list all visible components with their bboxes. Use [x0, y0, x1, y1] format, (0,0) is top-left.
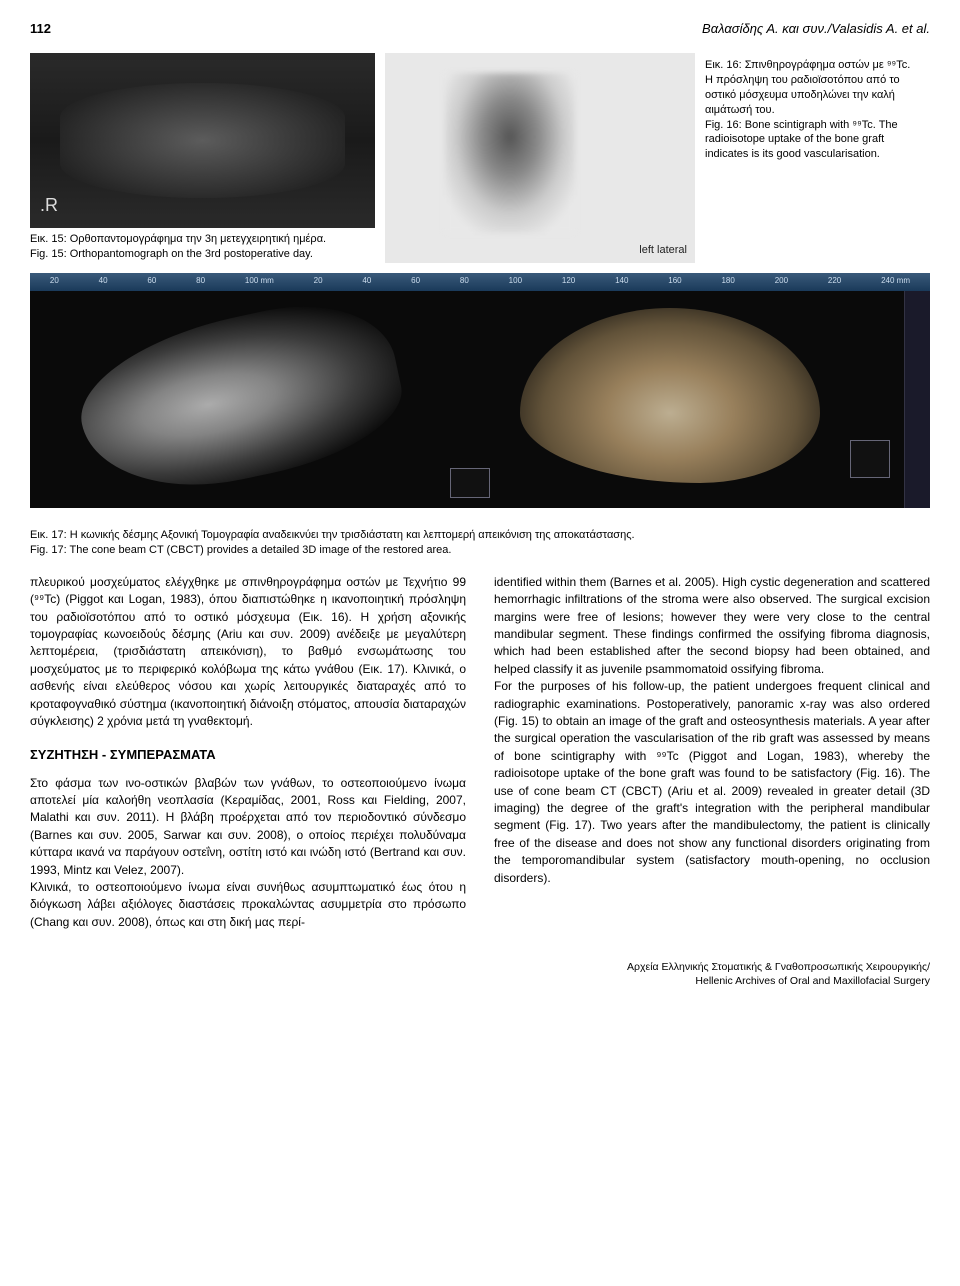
ruler-tick: 240 mm	[881, 275, 910, 286]
figure-17-caption-greek: Εικ. 17: Η κωνικής δέσμης Αξονική Τομογρ…	[30, 528, 930, 543]
figure-16: left lateral	[385, 53, 695, 263]
ruler-tick: 160	[668, 275, 681, 286]
footer-english: Hellenic Archives of Oral and Maxillofac…	[30, 975, 930, 989]
ct-inset-a	[450, 468, 490, 498]
figure-17-image: 20 40 60 80 100 mm 20 40 60 80 100 120 140 160 180 200…	[30, 273, 930, 508]
ruler-tick: 40	[99, 275, 108, 286]
figure-15-caption-greek: Εικ. 15: Ορθοπαντομογράφημα την 3η μετεγ…	[30, 232, 375, 247]
radiograph-r-marker: .R	[40, 193, 58, 218]
running-head: Βαλασίδης Α. και συν./Valasidis A. et al…	[702, 20, 930, 38]
left-para-1: πλευρικού μοσχεύματος ελέγχθηκε με σπινθ…	[30, 574, 466, 731]
ruler-tick: 60	[147, 275, 156, 286]
journal-footer: Αρχεία Ελληνικής Στοματικής & Γναθοπροσω…	[30, 961, 930, 988]
footer-greek: Αρχεία Ελληνικής Στοματικής & Γναθοπροσω…	[30, 961, 930, 975]
left-para-2: Στο φάσμα των ινο-οστικών βλαβών των γνά…	[30, 775, 466, 879]
right-para-2: For the purposes of his follow-up, the p…	[494, 678, 930, 887]
ruler-tick: 120	[562, 275, 575, 286]
ruler-tick: 200	[775, 275, 788, 286]
figure-15: .R Εικ. 15: Ορθοπαντομογράφημα την 3η με…	[30, 53, 375, 263]
ruler-tick: 140	[615, 275, 628, 286]
ct-side-scale	[904, 291, 930, 508]
page: 112 Βαλασίδης Α. και συν./Valasidis A. e…	[0, 0, 960, 1018]
ruler-tick: 80	[196, 275, 205, 286]
figure-15-caption: Εικ. 15: Ορθοπαντομογράφημα την 3η μετεγ…	[30, 232, 375, 262]
figure-16-caption: Εικ. 16: Σπινθηρογράφημα οστών με ⁹⁹Tc. …	[705, 53, 920, 263]
ruler-tick: 220	[828, 275, 841, 286]
figure-17-caption-english: Fig. 17: The cone beam CT (CBCT) provide…	[30, 543, 930, 558]
lateral-label: left lateral	[639, 243, 687, 258]
ruler-tick: 40	[362, 275, 371, 286]
column-right: identified within them (Barnes et al. 20…	[494, 574, 930, 931]
ruler-tick: 80	[460, 275, 469, 286]
figure-row-top: .R Εικ. 15: Ορθοπαντομογράφημα την 3η με…	[30, 53, 930, 263]
text-columns: πλευρικού μοσχεύματος ελέγχθηκε με σπινθ…	[30, 574, 930, 931]
ct-3d-render	[520, 308, 820, 483]
column-left: πλευρικού μοσχεύματος ελέγχθηκε με σπινθ…	[30, 574, 466, 931]
page-header: 112 Βαλασίδης Α. και συν./Valasidis A. e…	[30, 20, 930, 38]
ruler-ticks: 20 40 60 80 100 mm 20 40 60 80 100 120 140 160 180 200…	[30, 275, 930, 286]
figure-16-image: left lateral	[385, 53, 695, 263]
ruler-tick: 20	[314, 275, 323, 286]
page-number: 112	[30, 20, 51, 38]
figure-17-caption: Εικ. 17: Η κωνικής δέσμης Αξονική Τομογρ…	[30, 528, 930, 558]
left-para-3: Κλινικά, το οστεοποιούμενο ίνωμα είναι σ…	[30, 879, 466, 931]
ct-inset-b	[850, 440, 890, 478]
ruler-tick: 100	[509, 275, 522, 286]
figure-15-caption-english: Fig. 15: Orthopantomograph on the 3rd po…	[30, 247, 375, 262]
ruler-tick: 100 mm	[245, 275, 274, 286]
discussion-heading: ΣΥΖΗΤΗΣΗ - ΣΥΜΠΕΡΑΣΜΑΤΑ	[30, 746, 466, 764]
ct-slice-left	[67, 287, 413, 509]
figure-16-caption-greek: Εικ. 16: Σπινθηρογράφημα οστών με ⁹⁹Tc. …	[705, 58, 920, 117]
figure-15-image: .R	[30, 53, 375, 228]
ct-ruler: 20 40 60 80 100 mm 20 40 60 80 100 120 140 160 180 200…	[30, 273, 930, 291]
figure-16-caption-english: Fig. 16: Bone scintigraph with ⁹⁹Tc. The…	[705, 118, 920, 163]
ruler-tick: 180	[721, 275, 734, 286]
ruler-tick: 60	[411, 275, 420, 286]
ruler-tick: 20	[50, 275, 59, 286]
right-para-1: identified within them (Barnes et al. 20…	[494, 574, 930, 678]
